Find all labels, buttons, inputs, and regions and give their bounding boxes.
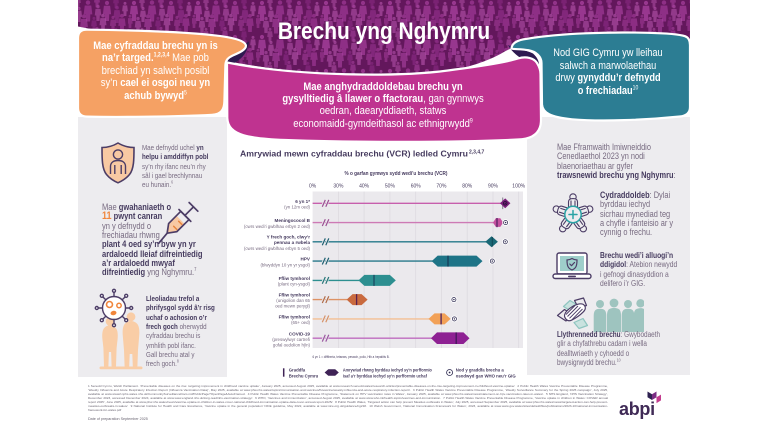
svg-text:90%: 90% — [488, 184, 499, 190]
svg-text:2,3,4,7: 2,3,4,7 — [469, 150, 485, 156]
svg-text:0%: 0% — [309, 184, 317, 190]
svg-text:pennau a rwbela: pennau a rwbela — [274, 240, 310, 245]
svg-text:Y frech goch, clwy’r: Y frech goch, clwy’r — [267, 235, 311, 240]
svg-text:abpi: abpi — [619, 399, 655, 419]
svg-text:oed mewn perygl): oed mewn perygl) — [275, 304, 310, 309]
svg-text:50%: 50% — [385, 184, 396, 190]
svg-text:Ffliw tymhorol: Ffliw tymhorol — [279, 315, 310, 320]
svg-text:100%: 100% — [512, 184, 525, 190]
svg-text:(yn 12m oed): (yn 12m oed) — [284, 205, 310, 210]
svg-text:6 yn 1 = difftheria, tetanws,: 6 yn 1 = difftheria, tetanws, peswch, po… — [313, 355, 390, 359]
svg-text:(plant cyn-ysgol): (plant cyn-ysgol) — [278, 282, 311, 287]
svg-text:(preswylwyr cartrefi: (preswylwyr cartrefi — [272, 337, 310, 342]
svg-text:Brechu Cymru: Brechu Cymru — [289, 373, 319, 378]
svg-text:6 yn 1*: 6 yn 1* — [295, 199, 310, 204]
svg-text:30%: 30% — [333, 184, 344, 190]
svg-text:(cwrs wedi’i gwblhau erbyn 5 o: (cwrs wedi’i gwblhau erbyn 5 oed) — [244, 246, 311, 251]
svg-text:(cwrs wedi’i gwblhau erbyn 2 o: (cwrs wedi’i gwblhau erbyn 2 oed) — [244, 224, 311, 229]
svg-text:40%: 40% — [359, 184, 370, 190]
svg-text:COVID-19: COVID-19 — [289, 331, 311, 336]
svg-text:osodwyd gan WHO neu’r GIG: osodwyd gan WHO neu’r GIG — [456, 373, 517, 378]
svg-text:(blwyddyn 10 yn yr ysgol): (blwyddyn 10 yn yr ysgol) — [260, 262, 310, 267]
svg-text:HPV: HPV — [301, 257, 311, 262]
svg-text:Nod y graddfa brechu a: Nod y graddfa brechu a — [456, 368, 505, 373]
svg-text:(65+ oed): (65+ oed) — [291, 320, 310, 325]
svg-text:Graddfa: Graddfa — [289, 368, 306, 373]
svg-text:Amrywiad mewn cyfraddau brechu: Amrywiad mewn cyfraddau brechu (VCR) led… — [240, 150, 468, 159]
svg-text:Ffliw tymhorol: Ffliw tymhorol — [279, 292, 310, 297]
svg-text:70%: 70% — [436, 184, 447, 190]
svg-text:Meningococol B: Meningococol B — [275, 218, 311, 223]
svg-text:80%: 80% — [462, 184, 473, 190]
svg-text:60%: 60% — [411, 184, 422, 190]
svg-text:% o garfan gymwys sydd wedi’u: % o garfan gymwys sydd wedi’u brechu (VC… — [345, 171, 448, 177]
svg-text:isaf a’r byrddau iechyd sy’n p: isaf a’r byrddau iechyd sy’n perfformio … — [343, 373, 428, 378]
svg-text:Amrywiad rhwng byrddau iechyd: Amrywiad rhwng byrddau iechyd sy’n perff… — [343, 368, 432, 373]
svg-text:(unigolion dan 65: (unigolion dan 65 — [276, 298, 310, 303]
svg-text:gofal oedolion hŷn): gofal oedolion hŷn) — [273, 343, 311, 348]
svg-text:Ffliw tymhorol: Ffliw tymhorol — [279, 276, 310, 281]
